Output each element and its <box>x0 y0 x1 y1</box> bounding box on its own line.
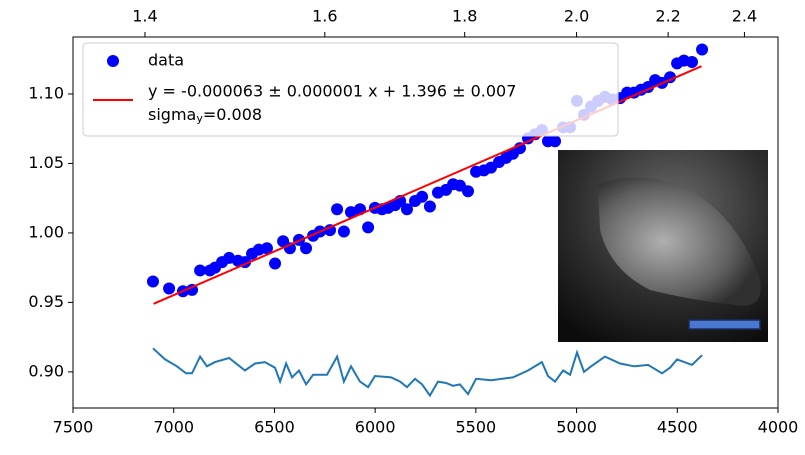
y-tick-label: 0.90 <box>28 361 64 380</box>
data-point <box>163 282 176 295</box>
data-point <box>423 200 436 213</box>
data-point <box>696 43 709 56</box>
inset-sample <box>598 177 761 306</box>
data-point <box>344 206 357 219</box>
legend-label: data <box>148 51 184 70</box>
x-tick-label: 5000 <box>556 418 597 437</box>
data-point <box>549 135 562 148</box>
x-tick-label: 5500 <box>455 418 496 437</box>
x2-tick-label: 1.4 <box>132 7 157 26</box>
data-point <box>462 185 475 198</box>
legend-label: y = -0.000063 ± 0.000001 x + 1.396 ± 0.0… <box>148 82 516 101</box>
note-text: sigma <box>148 105 196 124</box>
x2-tick-label: 1.8 <box>452 7 477 26</box>
data-point <box>269 257 282 270</box>
x2-tick-label: 2.0 <box>564 7 589 26</box>
y-tick-label: 0.95 <box>28 292 64 311</box>
data-point <box>416 190 429 203</box>
data-point <box>331 203 344 216</box>
data-point <box>400 203 413 216</box>
y-tick-label: 1.10 <box>28 83 64 102</box>
plot-frame <box>72 36 779 409</box>
inset-image <box>558 150 768 342</box>
x-tick-label: 4500 <box>657 418 698 437</box>
legend-marker <box>107 55 119 67</box>
scale-bar <box>688 319 761 330</box>
note-rest: =0.008 <box>203 105 262 124</box>
series-line <box>152 347 703 398</box>
legend: sigmay=0.008 data y = -0.000063 ± 0.00000… <box>82 42 619 137</box>
data-point <box>324 224 337 237</box>
note-subscript: y <box>196 112 203 125</box>
x-tick-label: 7000 <box>153 418 194 437</box>
data-point <box>362 221 375 234</box>
x2-tick-label: 1.6 <box>312 7 337 26</box>
x-tick-label: 6500 <box>254 418 295 437</box>
data-point <box>337 225 350 238</box>
x-tick-label: 4000 <box>758 418 799 437</box>
data-point <box>146 275 159 288</box>
y-tick-label: 1.00 <box>28 222 64 241</box>
data-point <box>300 242 313 255</box>
x-tick-label: 6000 <box>355 418 396 437</box>
legend-box <box>82 42 619 137</box>
legend-note: sigmay=0.008 <box>148 105 262 126</box>
data-point <box>685 56 698 69</box>
x2-tick-label: 2.4 <box>732 7 757 26</box>
x2-tick-label: 2.2 <box>655 7 680 26</box>
data-point <box>260 242 273 255</box>
data-point <box>194 264 207 277</box>
x-tick-label: 7500 <box>53 418 94 437</box>
y-tick-label: 1.05 <box>28 153 64 172</box>
